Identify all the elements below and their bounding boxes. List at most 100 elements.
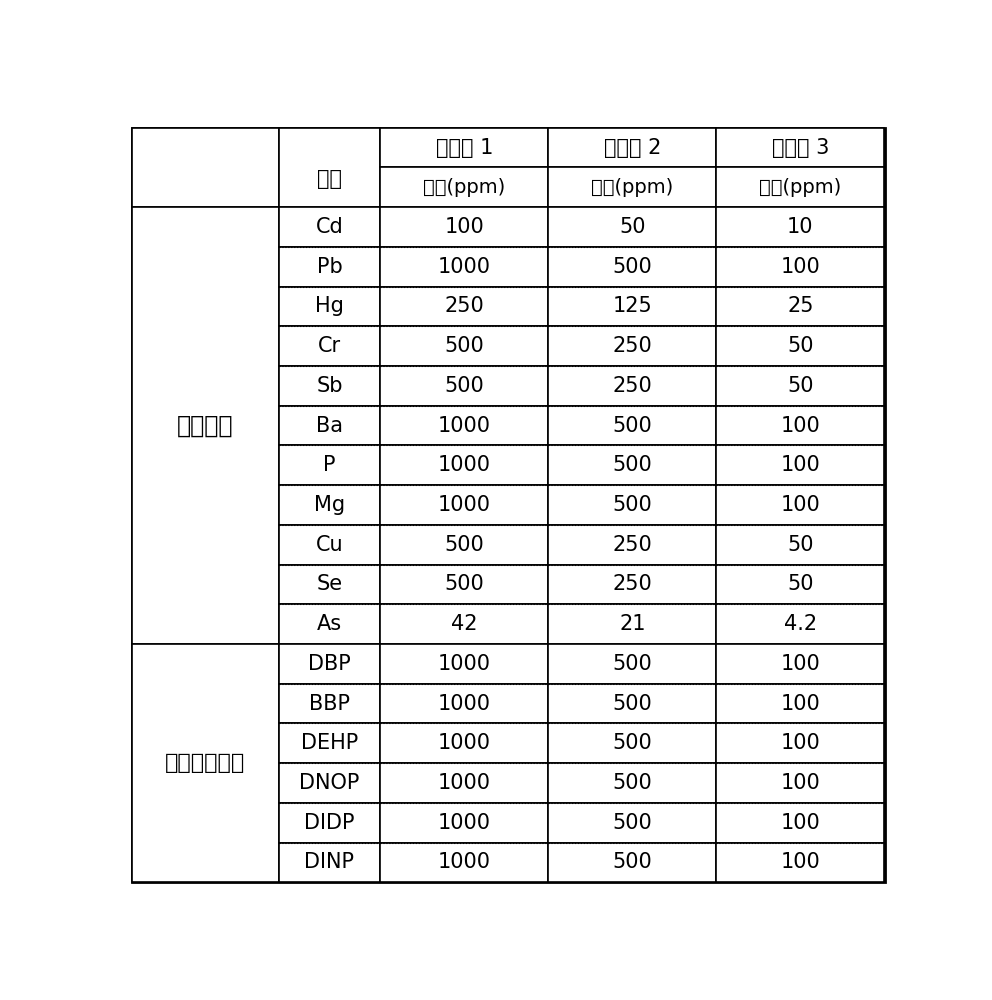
Text: 250: 250 — [612, 376, 652, 396]
Text: 实施例 3: 实施例 3 — [772, 138, 829, 158]
Bar — [549, 207, 716, 247]
Text: 100: 100 — [781, 654, 820, 674]
Bar — [279, 207, 380, 247]
Bar — [549, 326, 716, 366]
Bar — [380, 167, 549, 207]
Text: Cr: Cr — [317, 336, 341, 356]
Text: DINP: DINP — [305, 852, 354, 872]
Bar — [380, 763, 549, 803]
Text: 浓度(ppm): 浓度(ppm) — [424, 178, 506, 197]
Bar — [549, 247, 716, 287]
Bar — [279, 565, 380, 604]
Text: As: As — [316, 614, 342, 634]
Text: Se: Se — [316, 574, 342, 594]
Bar — [380, 366, 549, 406]
Bar — [132, 207, 279, 644]
Bar — [549, 604, 716, 644]
Text: 1000: 1000 — [437, 773, 491, 793]
Bar — [380, 326, 549, 366]
Bar — [279, 763, 380, 803]
Text: Cd: Cd — [315, 217, 343, 237]
Text: Ba: Ba — [316, 416, 343, 436]
Text: 1000: 1000 — [437, 455, 491, 475]
Text: 100: 100 — [781, 495, 820, 515]
Text: 100: 100 — [781, 455, 820, 475]
Bar — [279, 406, 380, 445]
Bar — [380, 525, 549, 565]
Text: 250: 250 — [612, 535, 652, 555]
Text: 500: 500 — [612, 495, 652, 515]
Text: 50: 50 — [787, 336, 813, 356]
Bar — [716, 763, 884, 803]
Bar — [716, 485, 884, 525]
Text: 目标元素: 目标元素 — [177, 414, 233, 438]
Text: DBP: DBP — [309, 654, 351, 674]
Text: 500: 500 — [444, 336, 484, 356]
Text: BBP: BBP — [309, 694, 350, 714]
Text: 1000: 1000 — [437, 654, 491, 674]
Text: 100: 100 — [781, 813, 820, 833]
Text: 50: 50 — [787, 376, 813, 396]
Bar — [380, 247, 549, 287]
Text: 100: 100 — [781, 773, 820, 793]
Bar — [279, 247, 380, 287]
Text: 250: 250 — [612, 574, 652, 594]
Bar — [716, 406, 884, 445]
Bar — [549, 287, 716, 326]
Text: 4.2: 4.2 — [784, 614, 817, 634]
Bar — [716, 128, 884, 167]
Text: 100: 100 — [781, 694, 820, 714]
Bar — [716, 684, 884, 723]
Text: 浓度(ppm): 浓度(ppm) — [591, 178, 674, 197]
Bar — [279, 485, 380, 525]
Bar — [279, 684, 380, 723]
Text: 500: 500 — [444, 574, 484, 594]
Bar — [549, 525, 716, 565]
Text: 500: 500 — [612, 257, 652, 277]
Bar — [549, 644, 716, 684]
Text: 500: 500 — [612, 852, 652, 872]
Bar — [279, 803, 380, 843]
Text: 500: 500 — [612, 773, 652, 793]
Text: 50: 50 — [619, 217, 646, 237]
Bar — [716, 167, 884, 207]
Text: 500: 500 — [612, 416, 652, 436]
Bar — [549, 445, 716, 485]
Bar — [716, 326, 884, 366]
Text: 10: 10 — [787, 217, 813, 237]
Text: 21: 21 — [619, 614, 646, 634]
Bar — [279, 604, 380, 644]
Bar — [380, 723, 549, 763]
Text: 浓度(ppm): 浓度(ppm) — [759, 178, 841, 197]
Text: 实施例 2: 实施例 2 — [604, 138, 661, 158]
Text: 名称: 名称 — [317, 169, 342, 189]
Text: 50: 50 — [787, 574, 813, 594]
Text: 250: 250 — [444, 296, 484, 316]
Bar — [380, 406, 549, 445]
Text: 100: 100 — [781, 257, 820, 277]
Text: 500: 500 — [612, 694, 652, 714]
Bar — [549, 723, 716, 763]
Bar — [716, 843, 884, 882]
Bar — [279, 366, 380, 406]
Bar — [716, 803, 884, 843]
Bar — [549, 684, 716, 723]
Text: 500: 500 — [444, 535, 484, 555]
Bar — [716, 247, 884, 287]
Bar — [279, 723, 380, 763]
Bar — [716, 723, 884, 763]
Text: 500: 500 — [444, 376, 484, 396]
Bar — [132, 128, 279, 207]
Text: 实施例 1: 实施例 1 — [435, 138, 493, 158]
Bar — [132, 644, 279, 882]
Bar — [380, 445, 549, 485]
Bar — [380, 287, 549, 326]
Bar — [279, 128, 380, 207]
Bar — [549, 565, 716, 604]
Text: 125: 125 — [612, 296, 652, 316]
Text: 100: 100 — [781, 416, 820, 436]
Text: 25: 25 — [787, 296, 813, 316]
Bar — [279, 843, 380, 882]
Bar — [380, 207, 549, 247]
Text: 1000: 1000 — [437, 416, 491, 436]
